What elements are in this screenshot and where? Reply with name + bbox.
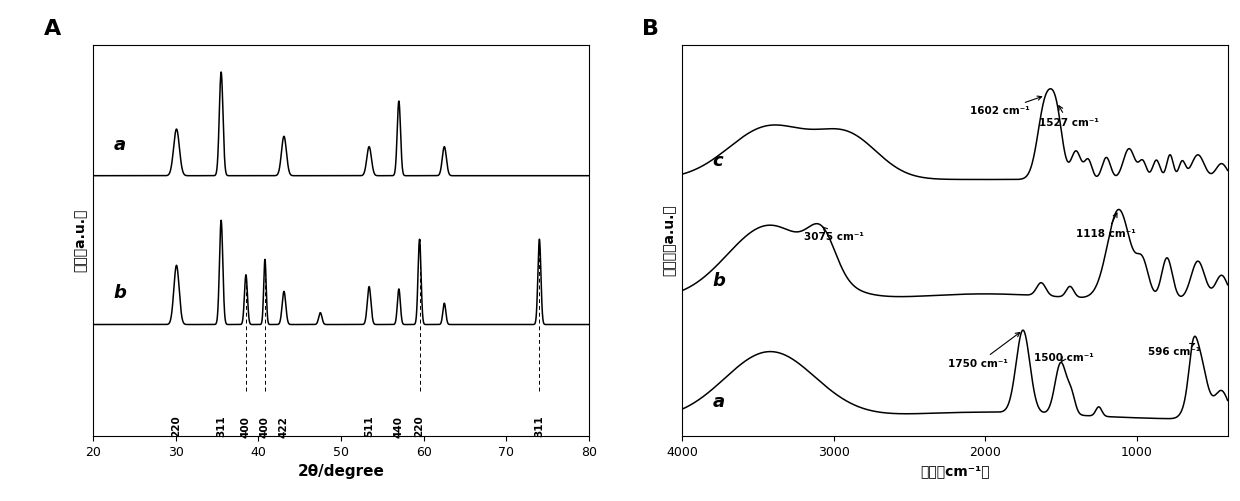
Text: 1527 cm⁻¹: 1527 cm⁻¹ xyxy=(1039,106,1099,128)
Text: 1602 cm⁻¹: 1602 cm⁻¹ xyxy=(971,96,1042,116)
Text: 596 cm⁻¹: 596 cm⁻¹ xyxy=(1148,344,1200,357)
Text: 1500 cm⁻¹: 1500 cm⁻¹ xyxy=(1034,353,1094,363)
Text: a: a xyxy=(712,393,724,411)
Text: 311: 311 xyxy=(534,416,544,437)
X-axis label: 波数（cm⁻¹）: 波数（cm⁻¹） xyxy=(920,464,990,478)
Text: 220: 220 xyxy=(171,416,181,437)
Text: c: c xyxy=(712,152,723,170)
Text: 1750 cm⁻¹: 1750 cm⁻¹ xyxy=(947,333,1019,369)
Text: 400: 400 xyxy=(260,416,270,437)
Text: A: A xyxy=(43,19,61,39)
Text: 3075 cm⁻¹: 3075 cm⁻¹ xyxy=(804,227,863,242)
Text: 220: 220 xyxy=(414,416,424,437)
Text: 422: 422 xyxy=(279,416,289,437)
Text: B: B xyxy=(642,19,660,39)
Y-axis label: 吸光度（a.u.）: 吸光度（a.u.） xyxy=(662,204,677,277)
Text: b: b xyxy=(712,273,725,291)
Text: 511: 511 xyxy=(365,416,374,437)
Y-axis label: 强度（a.u.）: 强度（a.u.） xyxy=(73,209,88,272)
Text: a: a xyxy=(114,136,125,154)
Text: 400: 400 xyxy=(241,416,250,437)
Text: b: b xyxy=(114,285,126,303)
Text: 311: 311 xyxy=(216,416,226,437)
X-axis label: 2θ/degree: 2θ/degree xyxy=(298,464,384,479)
Text: 440: 440 xyxy=(394,416,404,438)
Text: 1118 cm⁻¹: 1118 cm⁻¹ xyxy=(1076,213,1136,239)
